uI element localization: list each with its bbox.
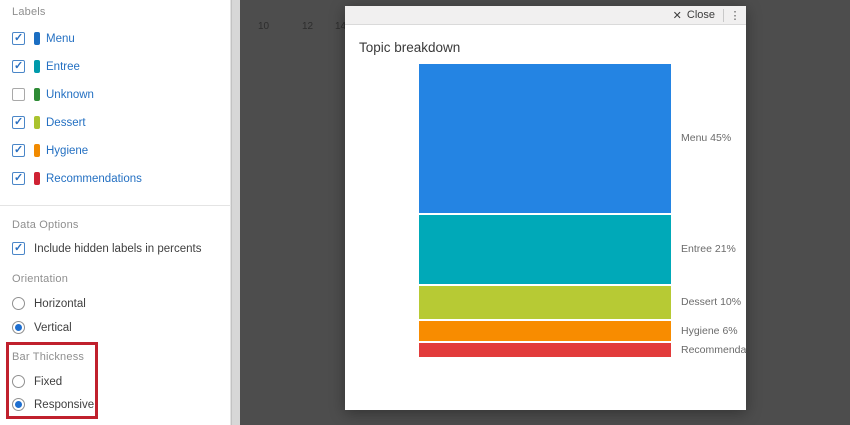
topic-breakdown-modal: ✕ Close ⋮ Topic breakdown Menu 45% Entree…: [345, 6, 746, 410]
labels-section-header: Labels: [12, 6, 46, 18]
horizontal-label[interactable]: Horizontal: [34, 297, 86, 310]
close-label: Close: [686, 9, 715, 21]
bar-segment-menu: Menu 45%: [419, 64, 731, 213]
label-row-dessert[interactable]: Dessert: [12, 115, 86, 130]
color-swatch-dessert: [34, 116, 40, 129]
checkbox-recommendations[interactable]: [12, 172, 25, 185]
label-menu[interactable]: Menu: [46, 32, 75, 45]
label-row-unknown[interactable]: Unknown: [12, 87, 94, 102]
kebab-menu-icon[interactable]: ⋮: [729, 9, 741, 22]
include-hidden-row[interactable]: Include hidden labels in percents: [12, 241, 202, 256]
checkbox-menu[interactable]: [12, 32, 25, 45]
bg-axis-tick: 10: [258, 21, 270, 32]
checkbox-dessert[interactable]: [12, 116, 25, 129]
checkbox-entree[interactable]: [12, 60, 25, 73]
bar-thickness-fixed-row[interactable]: Fixed: [12, 374, 62, 389]
sidebar-scrollbar[interactable]: [231, 0, 240, 425]
segment-label-dessert: Dessert 10%: [681, 296, 742, 309]
radio-fixed[interactable]: [12, 375, 25, 388]
bar-segment-recommendations: Recommenda: [419, 342, 746, 358]
bar-segment-hygiene: Hygiene 6%: [419, 320, 738, 341]
header-separator: [723, 8, 724, 22]
close-button[interactable]: ✕ Close: [665, 6, 723, 24]
modal-header: ✕ Close ⋮: [345, 6, 746, 25]
vertical-label[interactable]: Vertical: [34, 321, 72, 334]
color-swatch-menu: [34, 32, 40, 45]
segment-label-entree: Entree 21%: [681, 243, 736, 256]
bar-segment-dessert: Dessert 10%: [419, 285, 741, 319]
stacked-bar-chart: Menu 45% Entree 21% Dessert 10% Hygiene 6% R…: [419, 64, 746, 359]
segment-label-menu: Menu 45%: [681, 132, 732, 145]
color-swatch-recommendations: [34, 172, 40, 185]
bar-segment-entree: Entree 21%: [419, 214, 736, 284]
label-unknown[interactable]: Unknown: [46, 88, 94, 101]
label-hygiene[interactable]: Hygiene: [46, 144, 89, 157]
segment-label-recommendations: Recommenda: [681, 344, 747, 357]
radio-vertical[interactable]: [12, 321, 25, 334]
checkbox-unknown[interactable]: [12, 88, 25, 101]
include-hidden-label[interactable]: Include hidden labels in percents: [34, 242, 202, 255]
label-row-entree[interactable]: Entree: [12, 59, 80, 74]
bar-thickness-responsive-row[interactable]: Responsive: [12, 397, 94, 412]
orientation-header: Orientation: [12, 273, 69, 285]
checkbox-hygiene[interactable]: [12, 144, 25, 157]
color-swatch-unknown: [34, 88, 40, 101]
color-swatch-hygiene: [34, 144, 40, 157]
bar-thickness-header: Bar Thickness: [12, 351, 85, 363]
fixed-label[interactable]: Fixed: [34, 375, 63, 388]
radio-responsive[interactable]: [12, 398, 25, 411]
chart-title: Topic breakdown: [359, 40, 461, 55]
data-options-header: Data Options: [12, 219, 79, 231]
radio-horizontal[interactable]: [12, 297, 25, 310]
settings-sidebar: Labels Menu Entree Unknown Dessert Hygie…: [0, 0, 231, 425]
sidebar-divider: [0, 205, 231, 206]
label-dessert[interactable]: Dessert: [46, 116, 86, 129]
bg-axis-tick: 12: [302, 21, 314, 32]
label-row-menu[interactable]: Menu: [12, 31, 75, 46]
label-recommendations[interactable]: Recommendations: [46, 172, 142, 185]
label-row-recommendations[interactable]: Recommendations: [12, 171, 142, 186]
segment-label-hygiene: Hygiene 6%: [681, 324, 738, 337]
checkbox-include-hidden[interactable]: [12, 242, 25, 255]
responsive-label[interactable]: Responsive: [34, 398, 95, 411]
close-icon: ✕: [672, 9, 682, 22]
orientation-vertical-row[interactable]: Vertical: [12, 320, 72, 335]
bg-axis-tick: 14: [335, 21, 347, 32]
label-row-hygiene[interactable]: Hygiene: [12, 143, 88, 158]
orientation-horizontal-row[interactable]: Horizontal: [12, 296, 86, 311]
color-swatch-entree: [34, 60, 40, 73]
label-entree[interactable]: Entree: [46, 60, 80, 73]
